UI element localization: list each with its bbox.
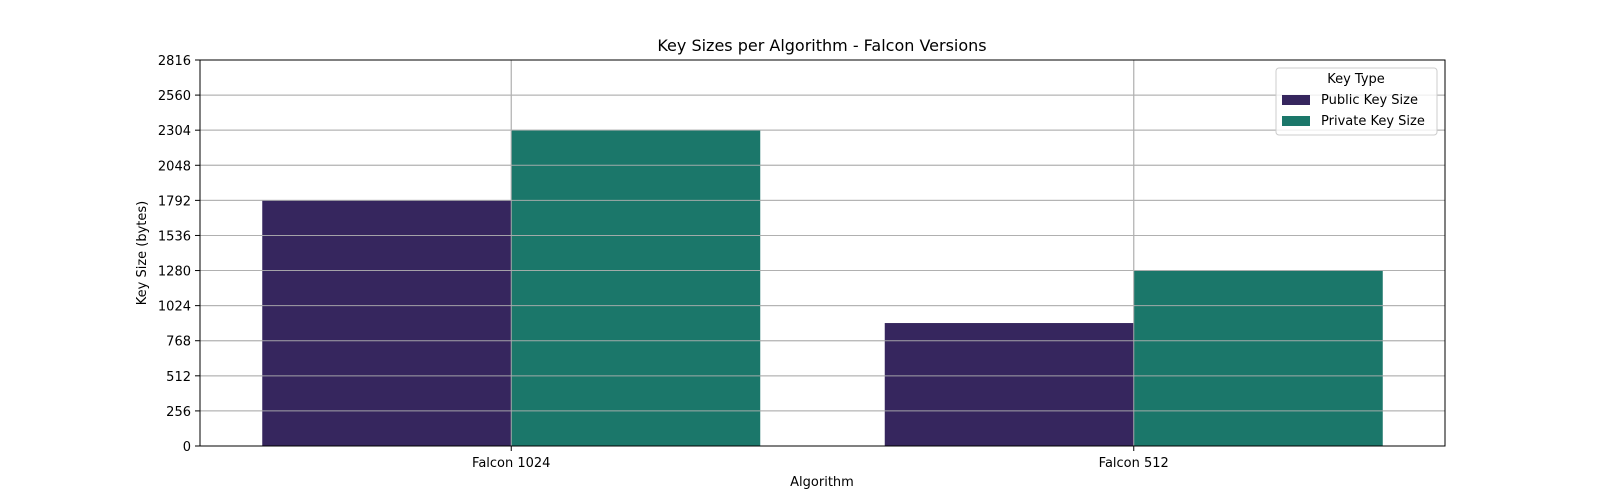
y-tick-label: 768 <box>166 335 191 350</box>
y-tick-label: 1280 <box>158 265 191 280</box>
x-axis-label: Algorithm <box>790 475 854 490</box>
legend-swatch-public-key <box>1282 95 1310 105</box>
y-tick-label: 1536 <box>158 229 191 244</box>
chart-title: Key Sizes per Algorithm - Falcon Version… <box>657 36 986 55</box>
y-tick-label: 2048 <box>158 159 191 174</box>
legend: Key Type Public Key Size Private Key Siz… <box>1275 67 1438 136</box>
y-axis: 0 256 512 768 1024 1280 1536 1792 2048 2304 2560 28… <box>158 54 200 455</box>
y-tick-label: 2816 <box>158 54 191 69</box>
bar-public-key-size <box>884 323 1134 446</box>
legend-title: Key Type <box>1327 72 1385 87</box>
legend-label-public-key: Public Key Size <box>1321 93 1418 108</box>
legend-box <box>1275 67 1438 136</box>
bars-layer <box>200 60 1445 446</box>
x-tick-label: Falcon 1024 <box>472 456 550 471</box>
y-tick-label: 512 <box>166 370 191 385</box>
x-axis: Falcon 1024 Falcon 512 <box>472 446 1169 471</box>
y-tick-label: 1792 <box>158 194 191 209</box>
x-tick-label: Falcon 512 <box>1099 456 1169 471</box>
bar-public-key-size <box>262 200 512 446</box>
y-tick-label: 1024 <box>158 300 191 315</box>
y-axis-label: Key Size (bytes) <box>135 201 150 305</box>
y-tick-label: 2304 <box>158 124 191 139</box>
legend-label-private-key: Private Key Size <box>1321 114 1425 129</box>
y-tick-label: 256 <box>166 405 191 420</box>
y-tick-label: 0 <box>183 440 191 455</box>
legend-swatch-private-key <box>1282 116 1310 126</box>
bar-private-key-size <box>1133 270 1383 446</box>
bar-private-key-size <box>511 130 761 446</box>
y-tick-label: 2560 <box>158 89 191 104</box>
plot-frame <box>199 59 1446 447</box>
